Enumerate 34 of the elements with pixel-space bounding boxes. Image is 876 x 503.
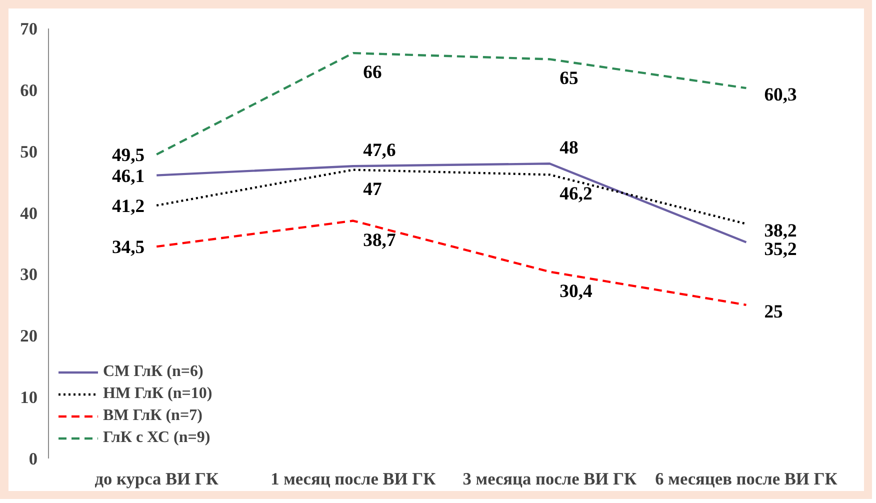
legend-label: СМ ГлК (n=6) (103, 363, 204, 381)
data-label: 38,7 (363, 230, 396, 251)
legend-label: ГлК с ХС (n=9) (103, 429, 210, 447)
data-label: 65 (560, 68, 578, 90)
data-label: 30,4 (560, 280, 592, 302)
data-label: 60,3 (764, 84, 797, 106)
data-label: 38,2 (764, 220, 797, 242)
x-tick-label: 1 месяц после ВИ ГК (270, 470, 436, 488)
y-tick-label: 40 (20, 204, 38, 223)
y-tick-label: 30 (20, 265, 38, 284)
x-tick-label: до курса ВИ ГК (94, 470, 219, 488)
data-label: 66 (363, 62, 382, 84)
y-tick-label: 50 (20, 142, 38, 162)
data-label: 46,1 (112, 166, 145, 187)
line-series (156, 168, 748, 225)
y-tick-label: 20 (20, 326, 38, 346)
legend-label: ВМ ГлК (n=7) (103, 407, 202, 425)
data-label: 47 (363, 178, 382, 200)
y-tick-label: 10 (20, 388, 38, 408)
legend-label: НМ ГлК (n=10) (103, 385, 212, 403)
data-label: 47,6 (363, 140, 396, 162)
data-label: 41,2 (112, 196, 145, 217)
data-label: 34,5 (112, 237, 145, 258)
line-series (156, 220, 748, 306)
data-label: 25 (764, 301, 783, 322)
data-label: 35,2 (764, 238, 797, 260)
data-label: 48 (560, 138, 578, 159)
y-tick-label: 70 (20, 20, 38, 38)
data-label: 46,2 (560, 184, 592, 205)
data-label: 49,5 (112, 144, 145, 166)
x-tick-label: 3 месяца после ВИ ГК (462, 470, 638, 488)
x-tick-label: 6 месяцев после ВИ ГК (655, 470, 838, 488)
y-tick-label: 0 (28, 450, 38, 468)
y-tick-label: 60 (20, 80, 38, 100)
